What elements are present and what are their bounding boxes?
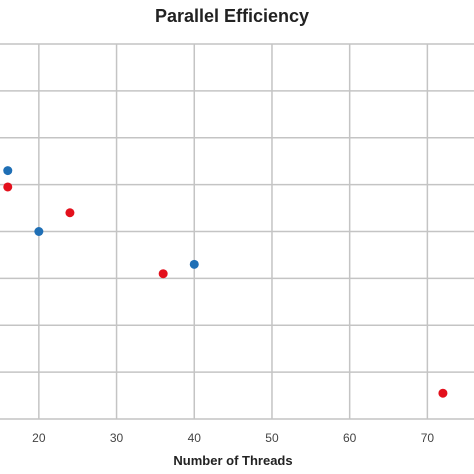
x-tick-label-30: 30: [110, 431, 124, 445]
x-tick-label-40: 40: [188, 431, 202, 445]
red-point-1: [65, 208, 75, 218]
red-point-2: [158, 269, 168, 279]
x-tick-label-60: 60: [343, 431, 357, 445]
grid: [0, 43, 474, 420]
blue-point-2: [189, 259, 199, 269]
x-tick-label-70: 70: [421, 431, 435, 445]
red-point-0: [3, 182, 13, 192]
blue-point-0: [3, 166, 13, 176]
chart-title: Parallel Efficiency: [155, 6, 309, 26]
data-points: [3, 166, 448, 398]
x-tick-label-50: 50: [265, 431, 279, 445]
blue-point-1: [34, 227, 44, 236]
x-axis-label: Number of Threads: [173, 453, 292, 468]
red-point-3: [438, 388, 448, 398]
x-tick-labels: 20 30 40 50 60 70: [32, 431, 434, 445]
x-tick-label-20: 20: [32, 431, 46, 445]
